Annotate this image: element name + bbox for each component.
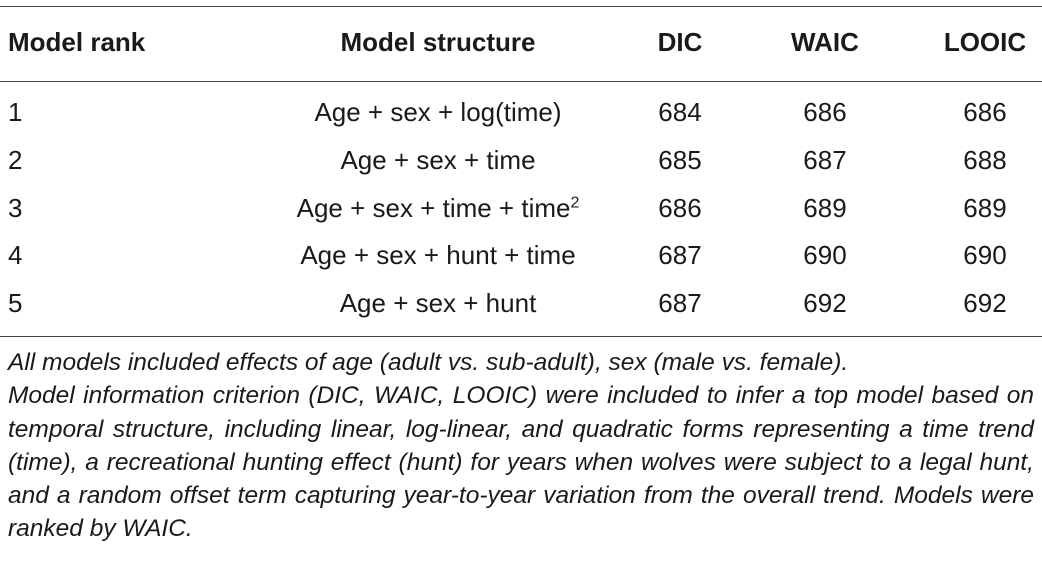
cell-waic: 687	[803, 145, 847, 175]
cell-looic: 690	[963, 240, 1007, 270]
cell-rank: 2	[8, 145, 23, 175]
superscript-exponent: 2	[570, 194, 580, 212]
cell-structure: Age + sex + hunt + time	[300, 240, 576, 270]
header-model-rank: Model rank	[8, 27, 146, 57]
cell-rank: 5	[8, 288, 23, 318]
table-footnote: All models included effects of age (adul…	[8, 346, 1034, 546]
cell-dic: 685	[658, 145, 702, 175]
header-dic: DIC	[657, 27, 703, 57]
table-bottom-rule	[0, 336, 1042, 337]
cell-looic: 689	[963, 193, 1007, 223]
cell-structure: Age + sex + time + time2	[296, 193, 580, 223]
header-bottom-rule	[0, 81, 1042, 82]
table-top-rule	[0, 6, 1042, 7]
cell-looic: 686	[963, 97, 1007, 127]
cell-waic: 690	[803, 240, 847, 270]
cell-dic: 687	[658, 288, 702, 318]
header-waic: WAIC	[791, 27, 859, 57]
footnote-line-2: Model information criterion (DIC, WAIC, …	[8, 382, 1034, 543]
cell-rank: 3	[8, 193, 23, 223]
cell-rank: 1	[8, 97, 23, 127]
cell-waic: 686	[803, 97, 847, 127]
footnote-line-1: All models included effects of age (adul…	[8, 349, 849, 376]
cell-looic: 692	[963, 288, 1007, 318]
header-model-structure: Model structure	[340, 27, 536, 57]
cell-waic: 689	[803, 193, 847, 223]
cell-structure: Age + sex + time	[340, 145, 536, 175]
cell-looic: 688	[963, 145, 1007, 175]
cell-structure: Age + sex + log(time)	[314, 97, 562, 127]
cell-dic: 687	[658, 240, 702, 270]
cell-waic: 692	[803, 288, 847, 318]
cell-dic: 684	[658, 97, 702, 127]
cell-dic: 686	[658, 193, 702, 223]
cell-structure: Age + sex + hunt	[339, 288, 537, 318]
header-looic: LOOIC	[943, 27, 1027, 57]
cell-rank: 4	[8, 240, 23, 270]
